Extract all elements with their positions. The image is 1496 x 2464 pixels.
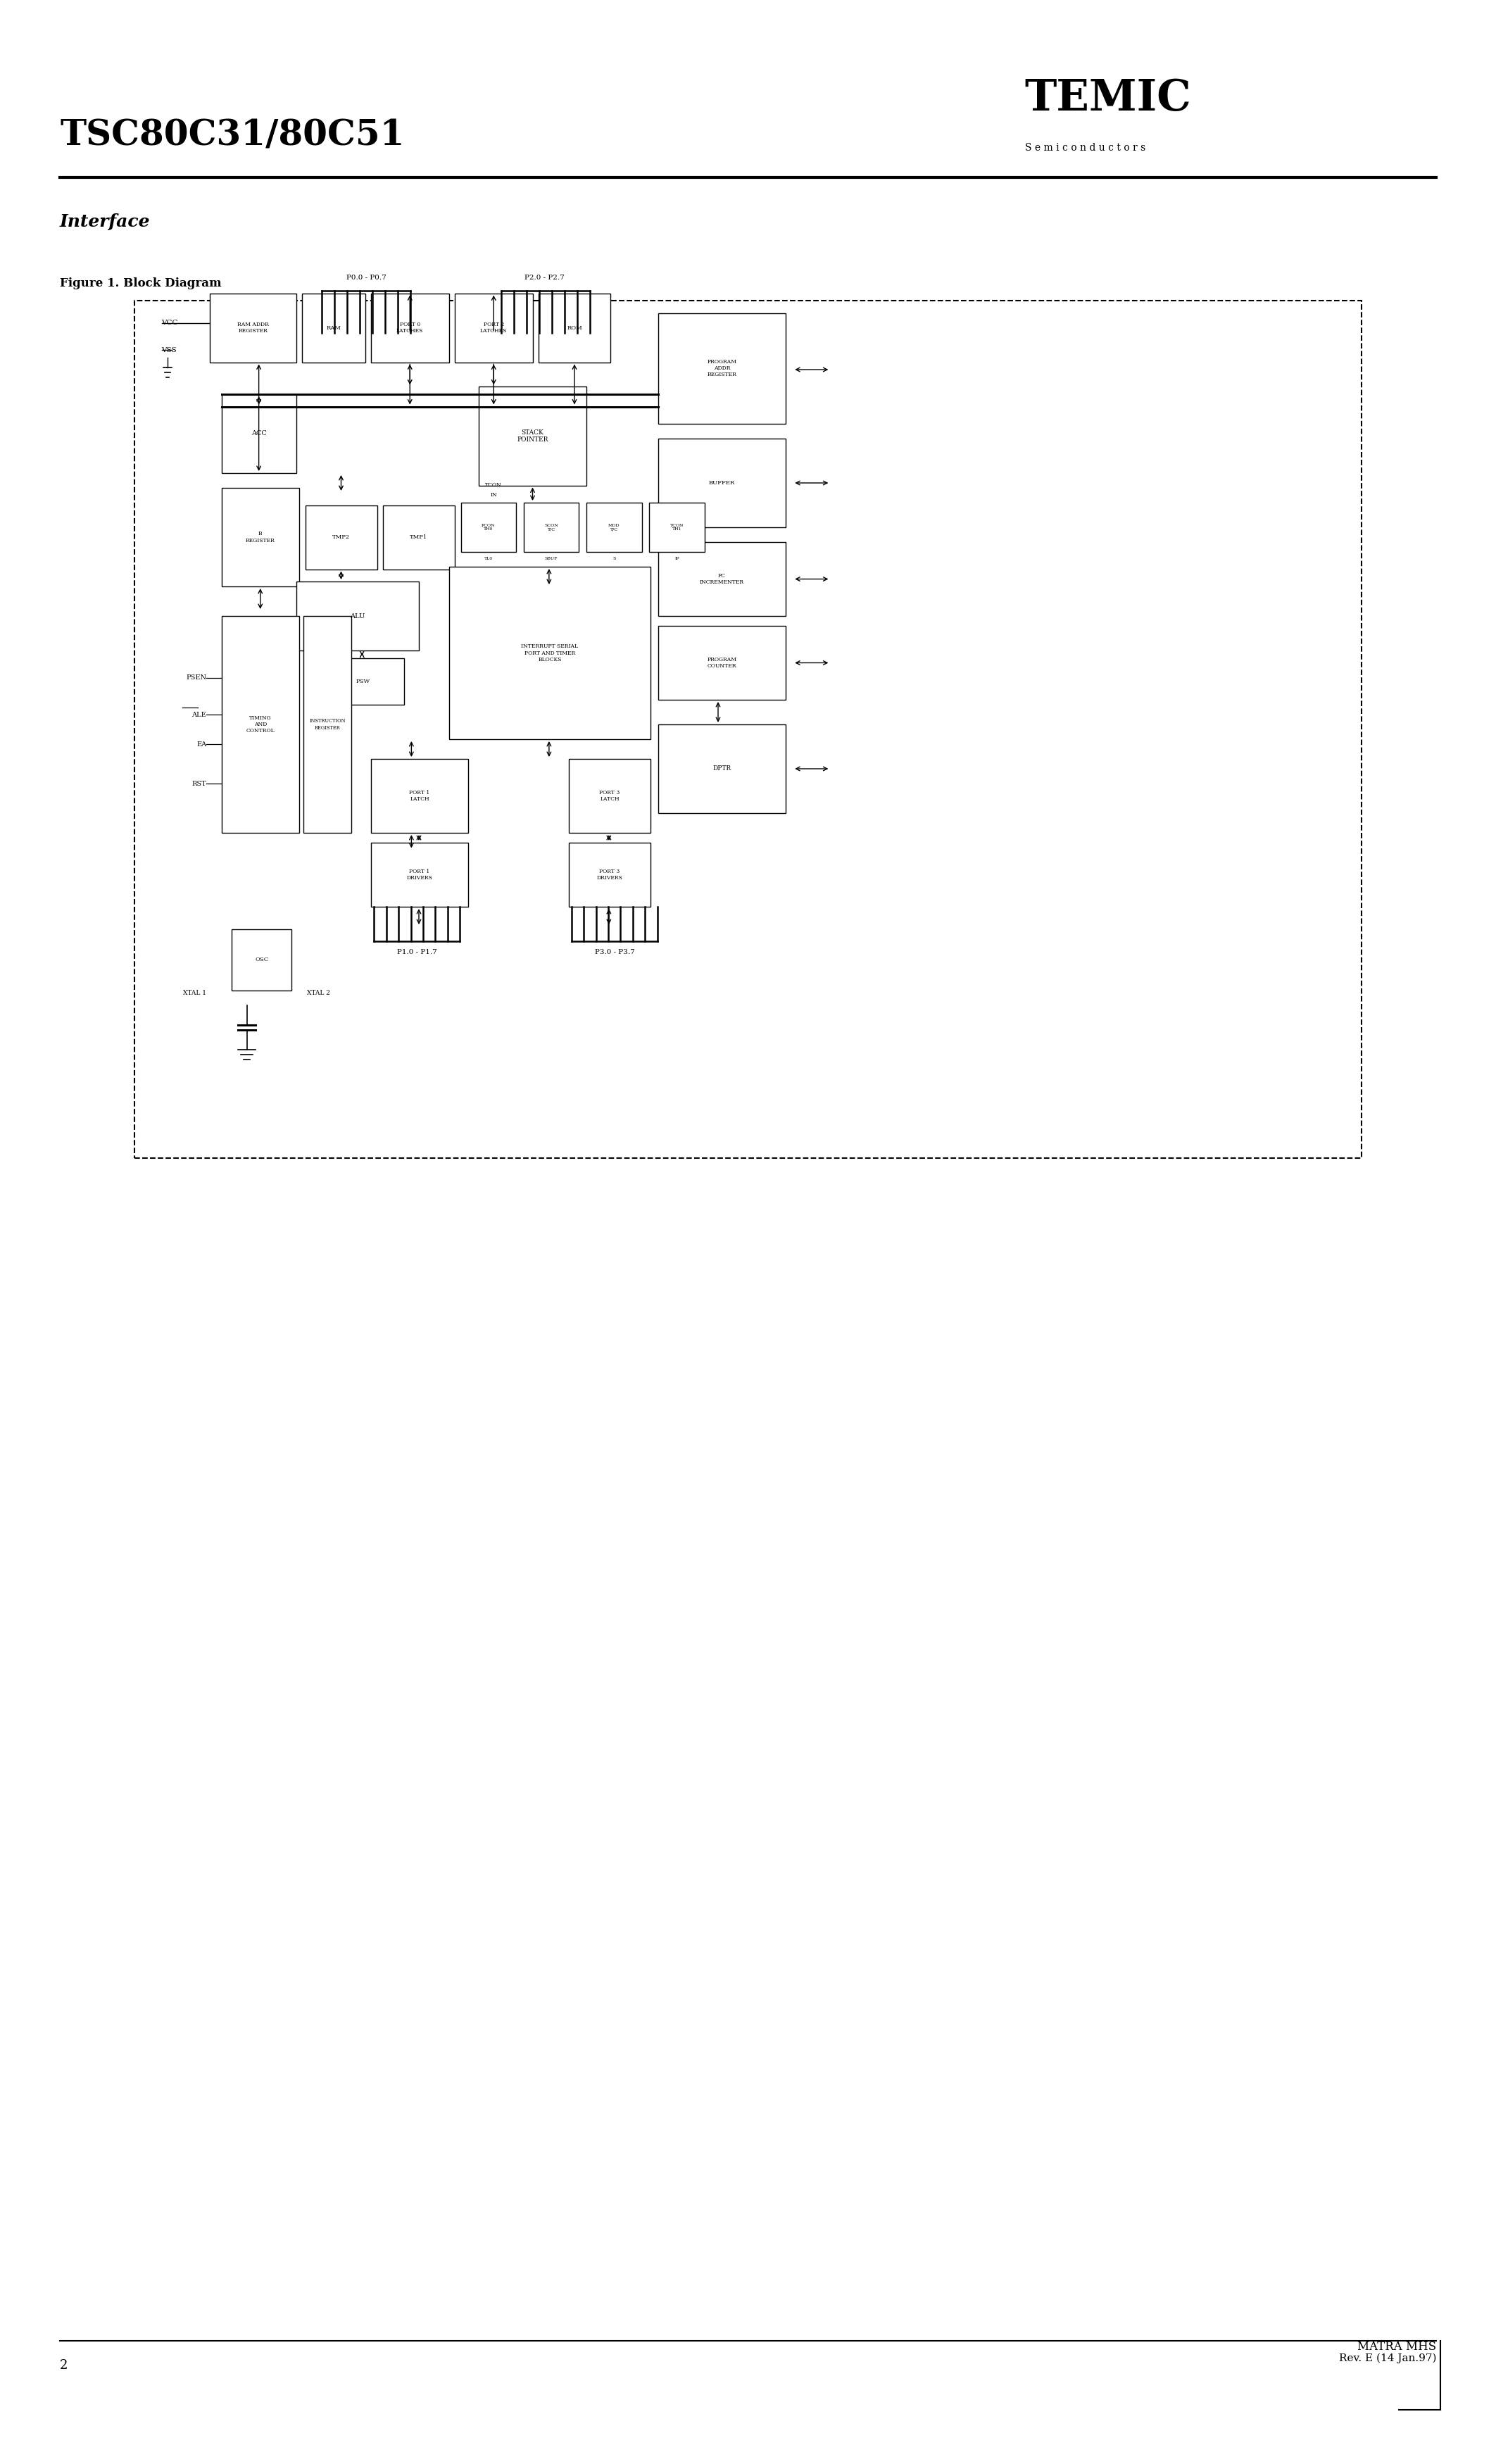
Text: P3.0 - P3.7: P3.0 - P3.7	[595, 949, 634, 956]
Bar	[455, 293, 533, 362]
Text: INTERRUPT SERIAL
PORT AND TIMER
BLOCKS: INTERRUPT SERIAL PORT AND TIMER BLOCKS	[521, 643, 579, 663]
Text: PROGRAM
ADDR
REGISTER: PROGRAM ADDR REGISTER	[708, 360, 736, 377]
Text: XTAL 1: XTAL 1	[183, 991, 206, 995]
Bar	[304, 616, 352, 833]
Bar	[524, 503, 579, 552]
Text: PCON
TH0: PCON TH0	[482, 522, 495, 532]
Text: P0.0 - P0.7: P0.0 - P0.7	[347, 274, 386, 281]
Text: INSTRUCTION
REGISTER: INSTRUCTION REGISTER	[310, 719, 346, 729]
Text: PORT 1
LATCH: PORT 1 LATCH	[410, 791, 429, 801]
Bar	[383, 505, 455, 569]
Bar	[449, 567, 651, 739]
Text: TEMIC: TEMIC	[1025, 76, 1191, 121]
Bar	[586, 503, 642, 552]
Text: PORT 3
DRIVERS: PORT 3 DRIVERS	[597, 870, 622, 880]
Text: RST: RST	[191, 781, 206, 786]
Text: ACC: ACC	[251, 431, 266, 436]
Text: TSC80C31/80C51: TSC80C31/80C51	[60, 118, 404, 153]
Text: PSEN: PSEN	[186, 675, 206, 680]
Text: TIMING
AND
CONTROL: TIMING AND CONTROL	[245, 715, 275, 734]
Text: IN: IN	[491, 493, 497, 498]
Bar	[302, 293, 365, 362]
Text: B
REGISTER: B REGISTER	[245, 532, 275, 542]
Text: ALE: ALE	[191, 712, 206, 717]
Text: DPTR: DPTR	[712, 766, 732, 771]
Bar	[232, 929, 292, 991]
Text: PORT 3
LATCH: PORT 3 LATCH	[600, 791, 619, 801]
Text: 2: 2	[60, 2358, 67, 2373]
Text: MATRA MHS: MATRA MHS	[1357, 2341, 1436, 2353]
Bar	[649, 503, 705, 552]
Text: IP: IP	[675, 557, 679, 559]
Text: PORT 2
LATCHES: PORT 2 LATCHES	[480, 323, 507, 333]
Text: RAM ADDR
REGISTER: RAM ADDR REGISTER	[236, 323, 269, 333]
Bar	[371, 759, 468, 833]
Bar	[221, 616, 299, 833]
Text: VSS: VSS	[162, 347, 177, 352]
Bar	[371, 843, 468, 907]
Text: MOD
T/C: MOD T/C	[609, 522, 619, 532]
Text: BUFFER: BUFFER	[709, 480, 735, 485]
Text: PC
INCREMENTER: PC INCREMENTER	[700, 574, 744, 584]
Text: PORT 0
LATCHES: PORT 0 LATCHES	[396, 323, 423, 333]
Bar	[658, 626, 785, 700]
Text: TMP1: TMP1	[410, 535, 428, 540]
Text: P1.0 - P1.7: P1.0 - P1.7	[398, 949, 437, 956]
Text: EA: EA	[196, 742, 206, 747]
Bar	[371, 293, 449, 362]
Text: PROGRAM
COUNTER: PROGRAM COUNTER	[708, 658, 736, 668]
Text: SBUF: SBUF	[545, 557, 558, 559]
Bar	[322, 658, 404, 705]
Text: Interface: Interface	[60, 214, 150, 229]
Bar	[658, 439, 785, 527]
Text: XTAL 2: XTAL 2	[307, 991, 329, 995]
Bar	[461, 503, 516, 552]
Bar	[658, 313, 785, 424]
Text: OSC: OSC	[254, 956, 269, 963]
Bar	[479, 387, 586, 485]
Text: PSW: PSW	[356, 678, 370, 685]
Text: TCON: TCON	[485, 483, 503, 488]
Text: TL0: TL0	[485, 557, 492, 559]
Bar	[568, 759, 651, 833]
Text: SCON
T/C: SCON T/C	[545, 522, 558, 532]
Text: TMP2: TMP2	[332, 535, 350, 540]
Text: RAM: RAM	[326, 325, 341, 330]
Text: ROM: ROM	[567, 325, 582, 330]
Text: Figure 1. Block Diagram: Figure 1. Block Diagram	[60, 278, 221, 288]
Bar	[209, 293, 296, 362]
Bar	[539, 293, 610, 362]
Text: PORT 1
DRIVERS: PORT 1 DRIVERS	[407, 870, 432, 880]
Text: Rev. E (14 Jan.97): Rev. E (14 Jan.97)	[1339, 2353, 1436, 2363]
Bar	[658, 542, 785, 616]
Text: S: S	[612, 557, 616, 559]
Bar	[296, 582, 419, 650]
Text: ALU: ALU	[350, 614, 365, 618]
Text: TCON
TH1: TCON TH1	[670, 522, 684, 532]
Text: P2.0 - P2.7: P2.0 - P2.7	[525, 274, 564, 281]
Text: S e m i c o n d u c t o r s: S e m i c o n d u c t o r s	[1025, 143, 1146, 153]
Text: STACK
POINTER: STACK POINTER	[518, 429, 548, 444]
Bar	[568, 843, 651, 907]
Bar	[221, 394, 296, 473]
Bar	[305, 505, 377, 569]
Bar	[221, 488, 299, 586]
Bar	[658, 724, 785, 813]
Bar	[135, 301, 1361, 1158]
Text: VCC: VCC	[162, 320, 178, 325]
